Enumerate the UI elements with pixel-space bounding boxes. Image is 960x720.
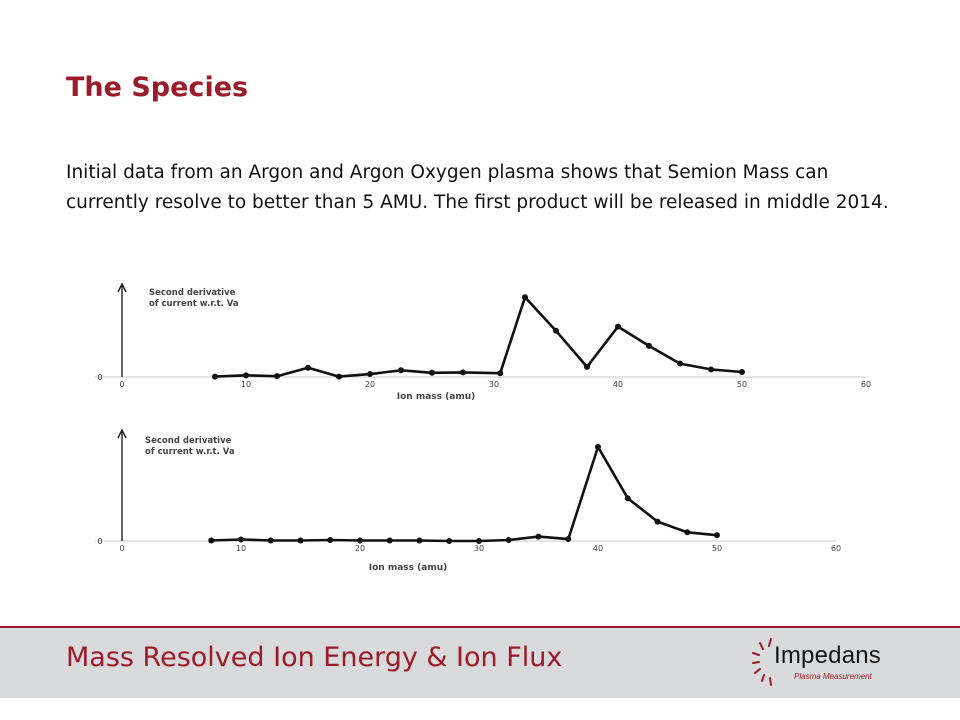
data-point	[336, 373, 342, 380]
data-point	[212, 373, 218, 380]
data-point	[677, 360, 683, 367]
logo-burst-icon	[752, 638, 772, 686]
x-tick-label: 0	[119, 380, 124, 389]
data-point	[624, 495, 631, 502]
x-tick-label: 10	[236, 544, 246, 553]
slide-title: The Species	[66, 72, 249, 103]
x-tick-label: 50	[737, 380, 747, 389]
data-point	[398, 367, 404, 374]
footer-bar: Mass Resolved Ion Energy & Ion Flux Impe…	[0, 626, 960, 698]
y-origin-label: 0	[97, 373, 102, 382]
data-point	[565, 536, 572, 543]
slide-body-text: Initial data from an Argon and Argon Oxy…	[66, 162, 889, 213]
data-point	[416, 537, 423, 544]
data-point	[708, 366, 714, 373]
footer-title: Mass Resolved Ion Energy & Ion Flux	[66, 642, 563, 673]
data-point	[684, 529, 691, 536]
y-origin-label: 0	[97, 537, 102, 546]
impedans-logo: Impedans Plasma Measurement	[752, 636, 902, 688]
x-tick-label: 10	[241, 380, 251, 389]
data-point	[357, 537, 363, 544]
x-axis-label: Ion mass (amu)	[369, 563, 447, 573]
x-axis-label: Ion mass (amu)	[397, 392, 475, 402]
y-axis-arrow-icon	[117, 282, 127, 293]
data-point	[208, 537, 215, 544]
x-tick-label: 50	[712, 544, 722, 553]
data-point	[297, 537, 304, 544]
x-tick-label: 60	[831, 544, 841, 553]
series-line	[211, 445, 718, 543]
data-point	[274, 373, 280, 380]
data-point	[446, 538, 453, 544]
data-point	[497, 370, 504, 377]
logo-name: Impedans	[774, 642, 881, 669]
data-point	[429, 369, 435, 376]
data-point	[535, 533, 542, 540]
data-point	[654, 518, 661, 525]
logo-subtitle: Plasma Measurement	[794, 672, 872, 681]
series-line	[214, 295, 743, 378]
y-axis-label: Second derivative of current w.r.t. Va	[145, 436, 235, 457]
x-tick-label: 30	[474, 544, 484, 553]
data-point	[595, 443, 601, 450]
data-point	[584, 363, 590, 370]
y-axis-label: Second derivative of current w.r.t. Va	[149, 288, 239, 309]
data-point	[476, 538, 482, 544]
data-point	[267, 537, 274, 544]
x-tick-label: 20	[355, 544, 365, 553]
data-point	[460, 369, 466, 376]
x-tick-label: 60	[861, 380, 871, 389]
data-point	[646, 342, 652, 349]
data-point	[522, 294, 528, 301]
data-point	[386, 537, 393, 544]
x-tick-label: 0	[119, 544, 124, 553]
data-point	[553, 327, 559, 334]
data-point	[305, 364, 311, 371]
data-point	[714, 532, 720, 539]
x-tick-label: 40	[593, 544, 603, 553]
data-point	[367, 371, 373, 378]
data-point	[238, 536, 244, 543]
x-tick-label: 30	[489, 380, 499, 389]
y-axis-arrow-icon	[117, 428, 127, 439]
data-point	[739, 368, 745, 375]
data-point	[615, 323, 621, 330]
data-point	[327, 537, 334, 544]
data-point	[505, 537, 512, 544]
x-tick-label: 20	[365, 380, 375, 389]
x-tick-label: 40	[613, 380, 623, 389]
data-point	[243, 372, 249, 379]
